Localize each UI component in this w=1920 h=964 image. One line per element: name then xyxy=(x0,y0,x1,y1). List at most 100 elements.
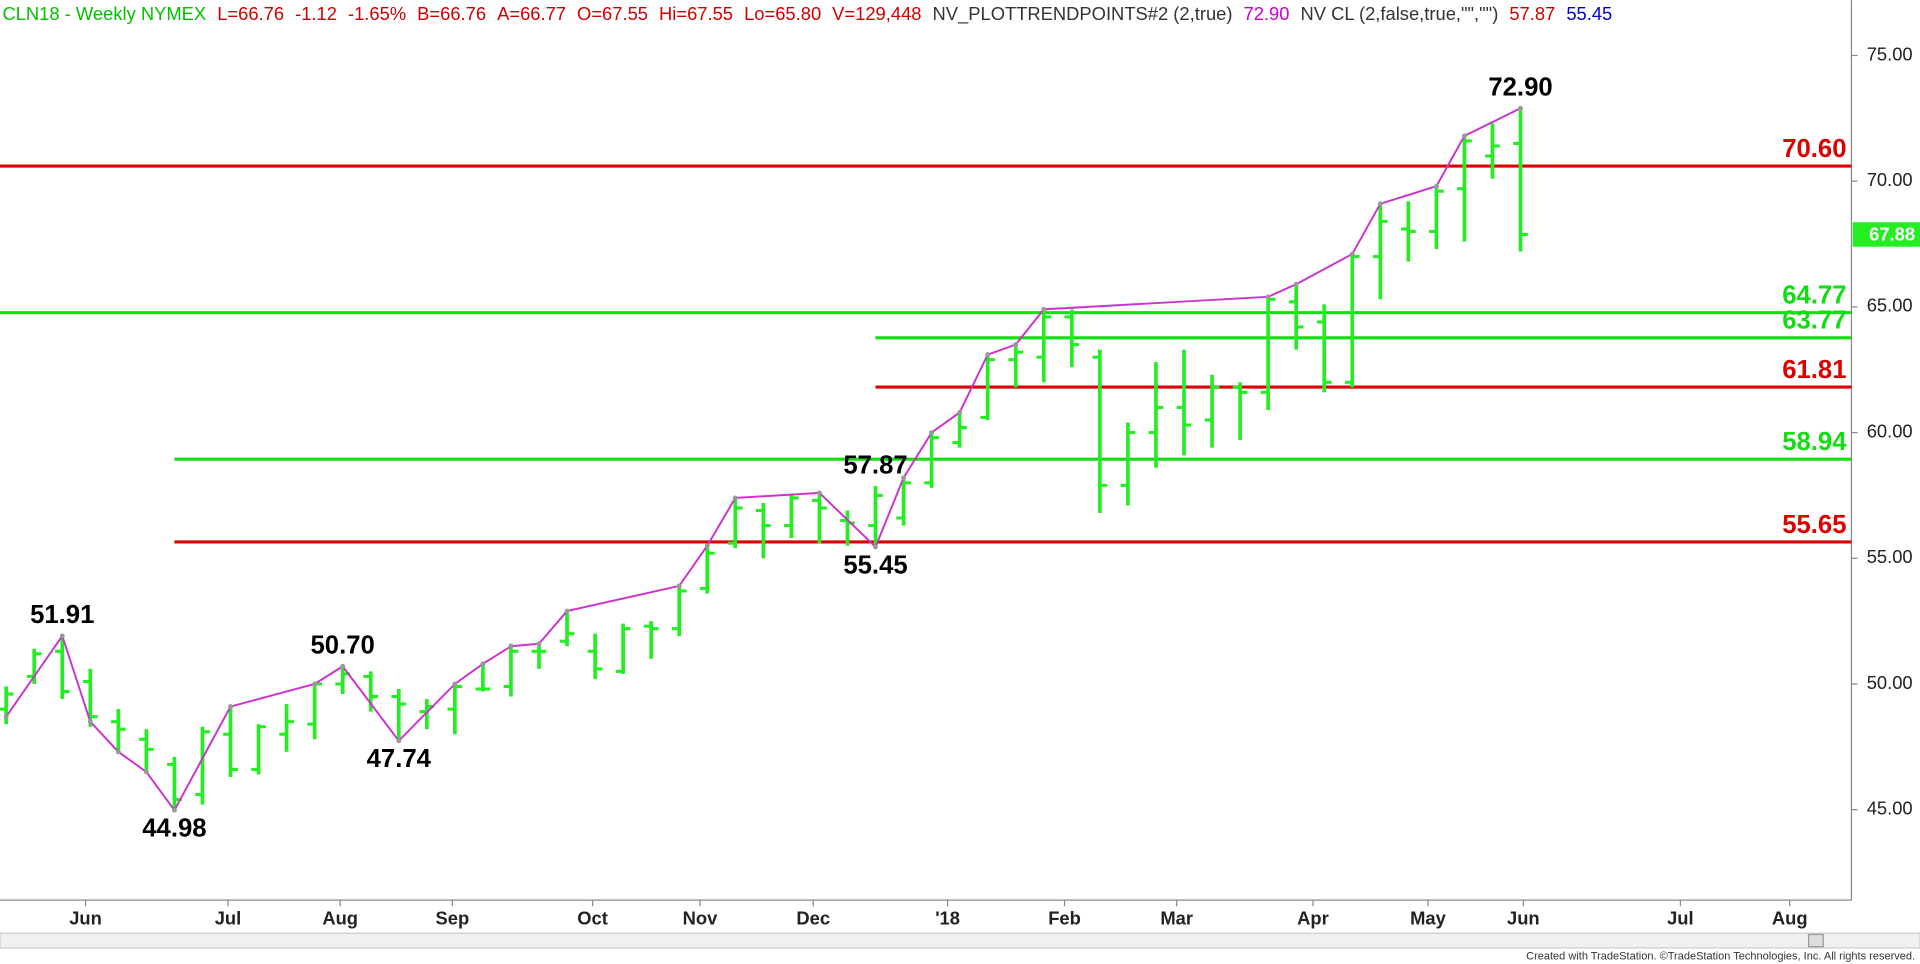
point-label: 50.70 xyxy=(311,632,375,660)
ohlc-bar xyxy=(391,688,407,741)
y-tick-label: 70.00 xyxy=(1867,169,1913,190)
point-label: 44.98 xyxy=(142,815,206,843)
ohlc-bar xyxy=(1176,349,1192,456)
ohlc-bar xyxy=(503,643,519,697)
x-tick-label: Jul xyxy=(215,908,242,929)
y-tick-label: 55.00 xyxy=(1867,546,1913,567)
trend-point xyxy=(1013,342,1019,348)
trend-point xyxy=(873,544,878,550)
trend-point xyxy=(3,714,9,720)
trend-point xyxy=(1041,306,1047,312)
ohlc-bar xyxy=(139,729,154,772)
scroll-thumb[interactable] xyxy=(1807,933,1824,948)
x-tick-label: Oct xyxy=(577,908,608,929)
trend-point xyxy=(1377,201,1383,207)
header-item: CLN18 - Weekly NYMEX xyxy=(2,3,206,24)
trend-point xyxy=(1293,281,1299,287)
trend-point xyxy=(1265,294,1271,300)
y-tick-label: 45.00 xyxy=(1867,798,1913,819)
trend-point xyxy=(536,641,542,647)
ohlc-bar xyxy=(110,709,126,752)
y-tick-label: 50.00 xyxy=(1867,672,1913,693)
point-label: 47.74 xyxy=(367,745,432,773)
trend-point xyxy=(59,633,65,639)
x-tick-label: '18 xyxy=(935,908,960,929)
x-tick-label: Nov xyxy=(683,908,718,929)
level-label: 64.77 xyxy=(1782,282,1846,310)
ohlc-bar xyxy=(952,412,967,448)
plot-area xyxy=(0,105,1852,813)
trend-point xyxy=(87,719,93,725)
y-tick-label: 65.00 xyxy=(1867,295,1913,316)
trend-point xyxy=(1518,105,1523,111)
ohlc-bar xyxy=(251,724,266,775)
header-item: Lo=65.80 xyxy=(744,3,821,24)
x-tick-label: Mar xyxy=(1160,908,1193,929)
trend-point xyxy=(732,495,738,501)
ohlc-bar xyxy=(924,432,939,488)
footer: Created with TradeStation. ©TradeStation… xyxy=(1526,950,1915,962)
header-item: 57.87 xyxy=(1509,3,1555,24)
x-tick-label: Dec xyxy=(796,908,830,929)
x-tick-label: Jun xyxy=(69,908,102,929)
trend-point xyxy=(1461,133,1467,139)
trend-point xyxy=(985,352,991,358)
ohlc-bar xyxy=(1429,186,1444,250)
ohlc-bar xyxy=(447,683,463,735)
ohlc-bar xyxy=(1092,349,1108,514)
header-item: 55.45 xyxy=(1566,3,1612,24)
y-tick-label: 75.00 xyxy=(1867,43,1913,64)
ohlc-bar xyxy=(1064,309,1080,368)
axes: 45.00 50.00 55.00 60.00 65.00 70.00 75.00 Jun Ju… xyxy=(30,43,1920,929)
level-label: 70.60 xyxy=(1782,135,1846,163)
trend-point xyxy=(564,608,570,614)
ohlc-bar xyxy=(1513,108,1528,252)
trend-point xyxy=(452,681,458,687)
trend-point xyxy=(171,807,177,813)
last-price-tag xyxy=(1852,222,1920,247)
ohlc-bar xyxy=(1148,362,1164,468)
ohlc-bar xyxy=(755,502,771,559)
header-item: L=66.76 xyxy=(217,3,284,24)
ohlc-bar xyxy=(671,585,687,637)
header-item: -1.12 xyxy=(295,3,337,24)
chart-header: CLN18 - Weekly NYMEX L=66.76 -1.12 -1.65% B=… xyxy=(2,3,1612,25)
ohlc-bar xyxy=(279,704,294,752)
trend-point xyxy=(396,738,402,744)
point-label: 57.87 xyxy=(843,451,907,479)
ohlc-bar xyxy=(1120,422,1136,506)
x-tick-label: Jul xyxy=(1667,908,1694,929)
ohlc-bar xyxy=(223,706,238,777)
ohlc-bar xyxy=(1485,123,1500,179)
ohlc-bar xyxy=(1288,284,1304,350)
point-label: 72.90 xyxy=(1488,73,1552,101)
trend-point xyxy=(115,749,121,755)
ohlc-bar xyxy=(1204,374,1220,448)
ohlc-bar xyxy=(727,497,743,549)
ohlc-bar xyxy=(1372,203,1388,300)
level-label: 58.94 xyxy=(1782,428,1847,456)
trend-point xyxy=(228,704,233,710)
trend-point xyxy=(929,430,935,436)
x-tick-label: Apr xyxy=(1297,908,1329,929)
trend-point xyxy=(1433,183,1439,189)
trend-point xyxy=(143,769,149,775)
x-tick-label: Aug xyxy=(322,908,358,929)
ohlc-bar xyxy=(1036,309,1052,383)
scrollbar[interactable] xyxy=(0,932,1920,949)
ohlc-bar xyxy=(195,726,210,805)
ohlc-bar xyxy=(1260,296,1276,410)
ohlc-bar xyxy=(559,611,575,647)
header-item: NV CL (2,false,true,"","") xyxy=(1300,3,1498,24)
ohlc-bar xyxy=(587,633,603,679)
trend-point xyxy=(480,661,486,667)
trend-point xyxy=(340,663,346,669)
trend-point xyxy=(704,543,710,549)
trend-point xyxy=(816,490,822,496)
x-tick-label: Aug xyxy=(1772,908,1808,929)
trend-point xyxy=(508,643,514,649)
x-tick-label: Jun xyxy=(1507,908,1540,929)
